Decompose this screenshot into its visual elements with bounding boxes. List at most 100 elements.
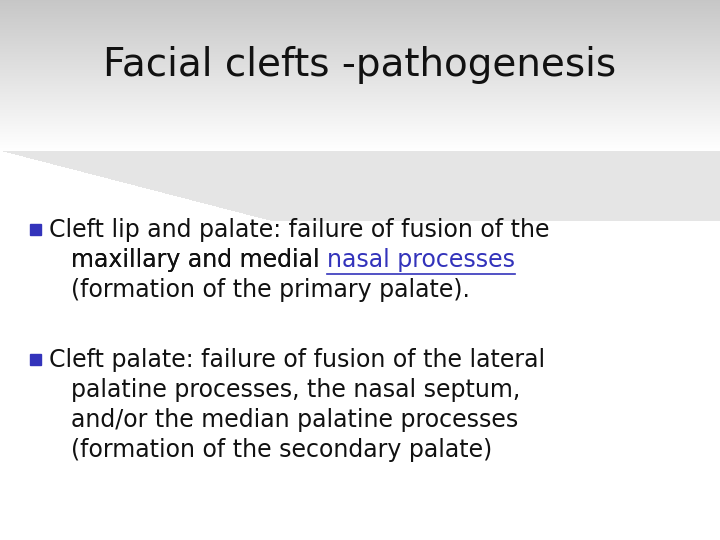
Bar: [0, 78, 720, 79]
Bar: [0, 131, 720, 132]
Bar: [0, 50, 720, 51]
Bar: [0, 61, 720, 62]
Bar: [0, 25, 720, 26]
Bar: [0, 93, 720, 94]
Bar: [0, 111, 720, 112]
Bar: [0, 11, 720, 12]
Bar: [608, 178, 720, 179]
Bar: [604, 179, 720, 180]
Bar: [30, 354, 41, 365]
Bar: [0, 10, 720, 11]
Bar: [0, 5, 720, 6]
Bar: [0, 115, 720, 116]
Bar: [0, 130, 720, 131]
Bar: [0, 144, 720, 145]
Text: (formation of the primary palate).: (formation of the primary palate).: [71, 278, 470, 302]
Bar: [0, 128, 720, 129]
Bar: [597, 181, 720, 182]
Bar: [0, 137, 720, 138]
Bar: [697, 155, 720, 156]
Bar: [0, 126, 720, 127]
Bar: [0, 71, 720, 72]
Bar: [0, 49, 720, 50]
Bar: [0, 22, 720, 23]
Bar: [647, 168, 720, 169]
Bar: [0, 88, 720, 89]
Bar: [0, 100, 720, 101]
Bar: [0, 92, 720, 93]
Bar: [616, 176, 720, 177]
Bar: [30, 224, 41, 235]
Bar: [0, 12, 720, 13]
Bar: [0, 112, 720, 113]
Bar: [0, 60, 720, 61]
Text: maxillary and medial: maxillary and medial: [71, 248, 327, 272]
Bar: [0, 69, 720, 70]
Bar: [0, 87, 720, 88]
Bar: [562, 190, 720, 191]
Bar: [0, 80, 720, 81]
Bar: [0, 138, 720, 139]
Bar: [0, 138, 720, 139]
Bar: [612, 177, 720, 178]
Bar: [0, 146, 720, 147]
Bar: [0, 37, 720, 38]
Bar: [0, 91, 720, 92]
Bar: [0, 41, 720, 42]
Text: maxillary and medial: maxillary and medial: [71, 248, 327, 272]
Bar: [0, 67, 720, 68]
Bar: [0, 26, 720, 27]
Bar: [0, 94, 720, 95]
Bar: [0, 123, 720, 124]
Bar: [0, 106, 720, 107]
Bar: [0, 94, 720, 95]
Bar: [0, 134, 720, 135]
Bar: [0, 96, 720, 97]
Bar: [0, 61, 720, 62]
Bar: [0, 85, 720, 86]
Bar: [0, 62, 720, 63]
Bar: [0, 89, 720, 90]
Bar: [0, 42, 720, 43]
Bar: [627, 173, 720, 174]
Bar: [0, 90, 720, 91]
Bar: [654, 166, 720, 167]
Bar: [0, 133, 720, 134]
Bar: [0, 28, 720, 29]
Bar: [0, 74, 720, 75]
Bar: [546, 194, 720, 195]
Bar: [0, 67, 720, 68]
Bar: [0, 58, 720, 59]
Bar: [0, 51, 720, 52]
Bar: [0, 55, 720, 56]
Bar: [0, 20, 720, 21]
Bar: [0, 89, 720, 90]
Bar: [0, 32, 720, 33]
Bar: [0, 103, 720, 104]
Bar: [0, 57, 720, 58]
Bar: [620, 175, 720, 176]
Bar: [0, 79, 720, 80]
Bar: [0, 15, 720, 16]
Bar: [0, 8, 720, 9]
Bar: [0, 46, 720, 47]
Bar: [0, 91, 720, 92]
Bar: [701, 154, 720, 155]
Bar: [0, 23, 720, 24]
Bar: [0, 20, 720, 21]
Bar: [0, 56, 720, 57]
Bar: [0, 83, 720, 84]
Bar: [0, 26, 720, 27]
Bar: [0, 45, 720, 46]
Bar: [0, 30, 720, 31]
Bar: [0, 44, 720, 45]
Bar: [0, 46, 720, 47]
Bar: [631, 172, 720, 173]
Bar: [0, 141, 720, 142]
Bar: [635, 171, 720, 172]
Bar: [0, 116, 720, 117]
Bar: [558, 191, 720, 192]
Bar: [0, 58, 720, 59]
Bar: [0, 63, 720, 64]
Text: Facial clefts -pathogenesis: Facial clefts -pathogenesis: [104, 46, 616, 84]
